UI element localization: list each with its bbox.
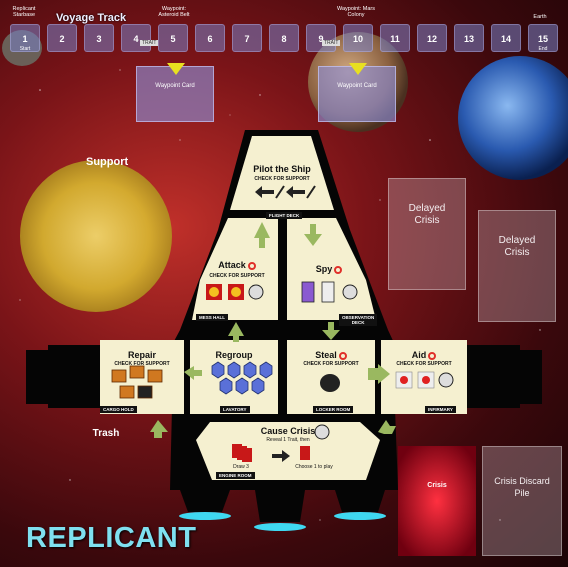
room-cause-tag: ENGINE ROOM: [216, 472, 255, 479]
room-aid[interactable]: Aid CHECK FOR SUPPORT INFIRMARY: [381, 340, 467, 414]
engine-glow-right: [334, 512, 386, 520]
room-steal-tag: LOCKER ROOM: [313, 406, 353, 413]
crisis-discard-pile[interactable]: Crisis Discard Pile: [482, 446, 562, 556]
track-space-4[interactable]: 4: [121, 24, 151, 52]
room-attack-tag: MESS HALL: [196, 314, 228, 321]
waypoint-card-label-1: Waypoint Card: [155, 83, 194, 89]
engine-glow-left: [179, 512, 231, 520]
room-pilot[interactable]: Pilot the Ship CHECK FOR SUPPORT FLIGHT …: [230, 136, 334, 210]
room-regroup-tag: LAVATORY: [220, 406, 250, 413]
arrow-down-icon: [349, 63, 367, 75]
room-pilot-sub: CHECK FOR SUPPORT: [230, 176, 334, 182]
target-icon: [334, 266, 342, 274]
room-attack-title: Attack: [196, 260, 278, 270]
trait-marker-1: TRAIT: [140, 40, 158, 46]
crisis-deck[interactable]: Crisis: [398, 482, 476, 489]
support-zone-label[interactable]: Support: [70, 156, 150, 168]
room-attack-sub: CHECK FOR SUPPORT: [196, 273, 278, 279]
track-space-12[interactable]: 12: [417, 24, 447, 52]
room-cause-crisis[interactable]: Cause Crisis Reveal 1 Trait, then Draw 3…: [196, 422, 380, 480]
room-repair-sub: CHECK FOR SUPPORT: [100, 361, 184, 367]
track-space-9[interactable]: 9: [306, 24, 336, 52]
room-regroup-title: Regroup: [190, 350, 278, 360]
start-label: Start: [11, 46, 39, 52]
waypoint-card-label-2: Waypoint Card: [337, 83, 376, 89]
voyage-track-title: Voyage Track: [56, 12, 126, 24]
room-spy-title: Spy: [287, 264, 371, 274]
room-steal-sub: CHECK FOR SUPPORT: [287, 361, 375, 367]
track-space-10[interactable]: 10: [343, 24, 373, 52]
room-cause-sub: Reveal 1 Trait, then: [196, 437, 380, 443]
delayed-crisis-slot-2[interactable]: Delayed Crisis: [478, 210, 556, 322]
track-space-8[interactable]: 8: [269, 24, 299, 52]
waypoint-label-asteroid: Waypoint: Asteroid Belt: [154, 6, 194, 18]
earth-planet: [458, 56, 568, 180]
target-icon: [248, 262, 256, 270]
room-spy[interactable]: Spy OBSERVATION DECK: [287, 218, 371, 320]
room-repair[interactable]: Repair CHECK FOR SUPPORT CARGO HOLD: [100, 340, 184, 414]
crisis-glow: [398, 446, 476, 556]
room-steal[interactable]: Steal CHECK FOR SUPPORT LOCKER ROOM: [287, 340, 375, 414]
track-space-2[interactable]: 2: [47, 24, 77, 52]
waypoint-card-slot-1[interactable]: Waypoint Card: [136, 66, 214, 122]
track-space-3[interactable]: 3: [84, 24, 114, 52]
room-aid-tag: INFIRMARY: [425, 406, 456, 413]
room-cause-choose: Choose 1 to play: [284, 464, 344, 470]
track-space-15[interactable]: 15 End: [528, 24, 558, 52]
room-repair-title: Repair: [100, 350, 184, 360]
room-aid-sub: CHECK FOR SUPPORT: [381, 361, 467, 367]
trait-marker-2: TRAIT: [322, 40, 340, 46]
end-label: End: [529, 46, 557, 52]
target-icon: [428, 352, 436, 360]
waypoint-card-slot-2[interactable]: Waypoint Card: [318, 66, 396, 122]
trash-zone[interactable]: Trash: [76, 428, 136, 439]
track-space-6[interactable]: 6: [195, 24, 225, 52]
origin-label: Replicant Starbase: [2, 6, 46, 18]
room-repair-tag: CARGO HOLD: [100, 406, 137, 413]
room-steal-title: Steal: [287, 350, 375, 360]
room-cause-draw: Draw 3: [226, 464, 256, 470]
room-regroup[interactable]: Regroup LAVATORY: [190, 340, 278, 414]
room-aid-title: Aid: [381, 350, 467, 360]
room-spy-tag: OBSERVATION DECK: [339, 314, 377, 326]
room-pilot-title: Pilot the Ship: [230, 164, 334, 174]
room-attack[interactable]: Attack CHECK FOR SUPPORT MESS HALL: [196, 218, 278, 320]
target-icon: [339, 352, 347, 360]
game-logo: REPLICANT: [26, 522, 196, 555]
room-cause-title: Cause Crisis: [196, 426, 380, 436]
support-sun: [20, 160, 172, 312]
track-space-5[interactable]: 5: [158, 24, 188, 52]
track-space-14[interactable]: 14: [491, 24, 521, 52]
arrow-down-icon: [167, 63, 185, 75]
track-space-7[interactable]: 7: [232, 24, 262, 52]
waypoint-label-earth: Earth: [520, 14, 560, 20]
track-space-1[interactable]: 1 Start: [10, 24, 40, 52]
waypoint-label-mars: Waypoint: Mars Colony: [336, 6, 376, 18]
track-space-13[interactable]: 13: [454, 24, 484, 52]
delayed-crisis-slot-1[interactable]: Delayed Crisis: [388, 178, 466, 290]
track-space-11[interactable]: 11: [380, 24, 410, 52]
voyage-track: 1 Start 2 3 4 5 6 7 8 9 10 11 12 13 14 15…: [10, 24, 530, 54]
engine-glow-center: [254, 523, 306, 531]
